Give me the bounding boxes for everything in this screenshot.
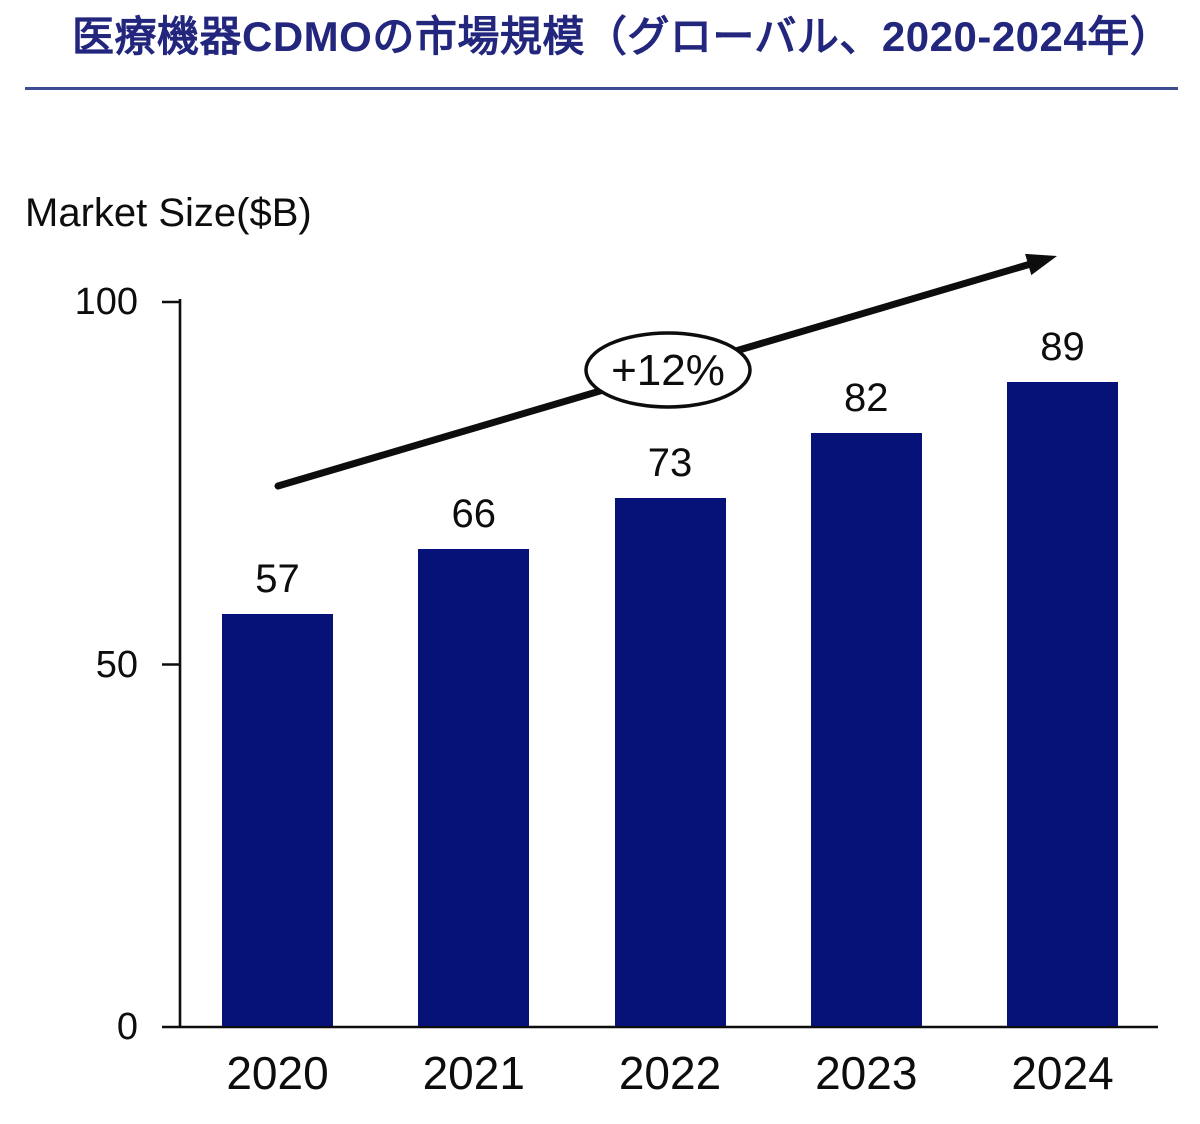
x-tick-label: 2020 — [226, 1047, 329, 1099]
growth-annotation-label: +12% — [611, 346, 725, 395]
bar-value-label: 82 — [844, 375, 889, 420]
bar-2023 — [810, 432, 922, 1026]
x-tick-label: 2024 — [1011, 1047, 1114, 1099]
y-axis-ticks — [162, 300, 180, 666]
bar-value-label: 57 — [255, 556, 300, 601]
x-tick-label: 2021 — [422, 1047, 525, 1099]
bar-2024 — [1007, 381, 1118, 1026]
growth-annotation-ellipse — [584, 331, 752, 409]
x-tick-label: 2023 — [815, 1047, 918, 1099]
bar-value-label: 66 — [451, 491, 497, 536]
bar-2021 — [418, 548, 530, 1026]
bar-value-label: 89 — [1040, 324, 1085, 369]
page-title: 医療機器CDMOの市場規模（グローバル、2020-2024年） — [72, 13, 1173, 60]
bar-2022 — [614, 497, 726, 1026]
y-tick-label: 0 — [116, 1006, 138, 1048]
title-rule — [25, 87, 1178, 90]
y-axis-title: Market Size($B) — [25, 191, 312, 235]
bar-value-label: 73 — [647, 440, 693, 485]
y-tick-label: 100 — [74, 281, 138, 323]
x-tick-label: 2022 — [618, 1047, 722, 1099]
y-tick-label: 50 — [95, 643, 138, 686]
bar-2020 — [222, 613, 333, 1026]
growth-arrow-head — [1025, 253, 1057, 276]
